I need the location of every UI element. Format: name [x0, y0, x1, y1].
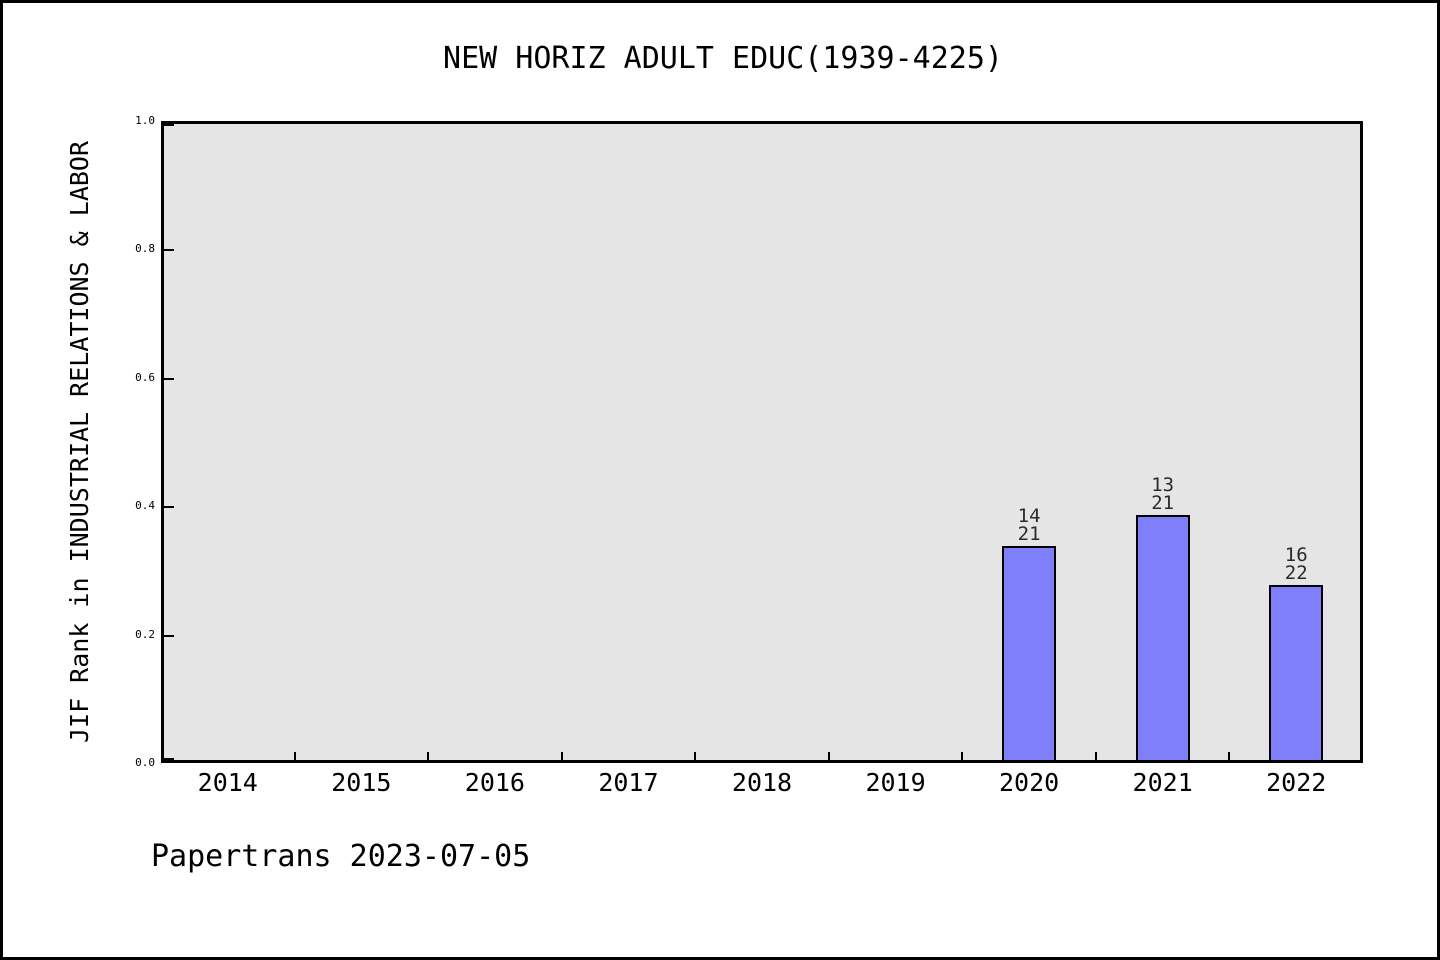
x-tick-mark [560, 752, 563, 760]
plot-area: 14 21 13 21 16 22 [161, 121, 1363, 763]
x-tick-mark [827, 752, 830, 760]
bar-label-line: 21 [1151, 491, 1175, 514]
y-tick-label: 1.0 [135, 114, 155, 127]
x-tick-label: 2021 [1132, 768, 1193, 797]
chart-title: NEW HORIZ ADULT EDUC(1939-4225) [443, 41, 1003, 76]
x-tick-label: 2017 [598, 768, 659, 797]
x-tick-label: 2022 [1266, 768, 1327, 797]
y-tick-label: 0.0 [135, 756, 155, 769]
y-tick-mark [164, 506, 174, 509]
bar-label-line: 22 [1284, 561, 1308, 584]
bar-2021 [1135, 515, 1190, 760]
x-tick-mark [1228, 752, 1231, 760]
bar-label-line: 14 [1017, 505, 1041, 527]
bar-label-2022: 16 22 [1256, 544, 1336, 584]
y-tick-mark [164, 758, 174, 760]
x-tick-mark [427, 752, 430, 760]
bar-2020 [1002, 546, 1057, 760]
x-tick-mark [1094, 752, 1097, 760]
x-tick-label: 2014 [197, 768, 258, 797]
y-tick-mark [164, 377, 174, 380]
x-tick-label: 2018 [731, 768, 793, 797]
x-tick-label: 2020 [999, 768, 1060, 797]
x-tick-label: 2019 [865, 768, 926, 797]
bar-label-line: 16 [1284, 544, 1308, 566]
y-axis-label-text: JIF Rank in INDUSTRIAL RELATIONS & LABOR [65, 140, 94, 744]
y-tick-label: 0.2 [135, 627, 155, 641]
bar-label-line: 21 [1017, 522, 1041, 545]
x-tick-mark [293, 752, 296, 760]
y-tick-label: 0.4 [135, 499, 155, 513]
x-tick-label: 2015 [331, 768, 392, 797]
x-tick-mark [694, 752, 697, 760]
y-tick-mark [164, 124, 174, 126]
y-tick-mark [164, 249, 174, 252]
x-tick-label: 2016 [464, 768, 525, 797]
y-tick-mark [164, 634, 174, 637]
y-tick-label: 0.6 [135, 370, 155, 384]
bar-2022 [1269, 585, 1324, 760]
x-tick-mark [961, 752, 964, 760]
bar-label-2020: 14 21 [989, 505, 1069, 545]
watermark-text: Papertrans 2023-07-05 [151, 839, 531, 874]
bar-label-line: 13 [1151, 474, 1175, 496]
bar-label-2021: 13 21 [1123, 474, 1203, 514]
y-tick-label: 0.8 [135, 242, 155, 256]
